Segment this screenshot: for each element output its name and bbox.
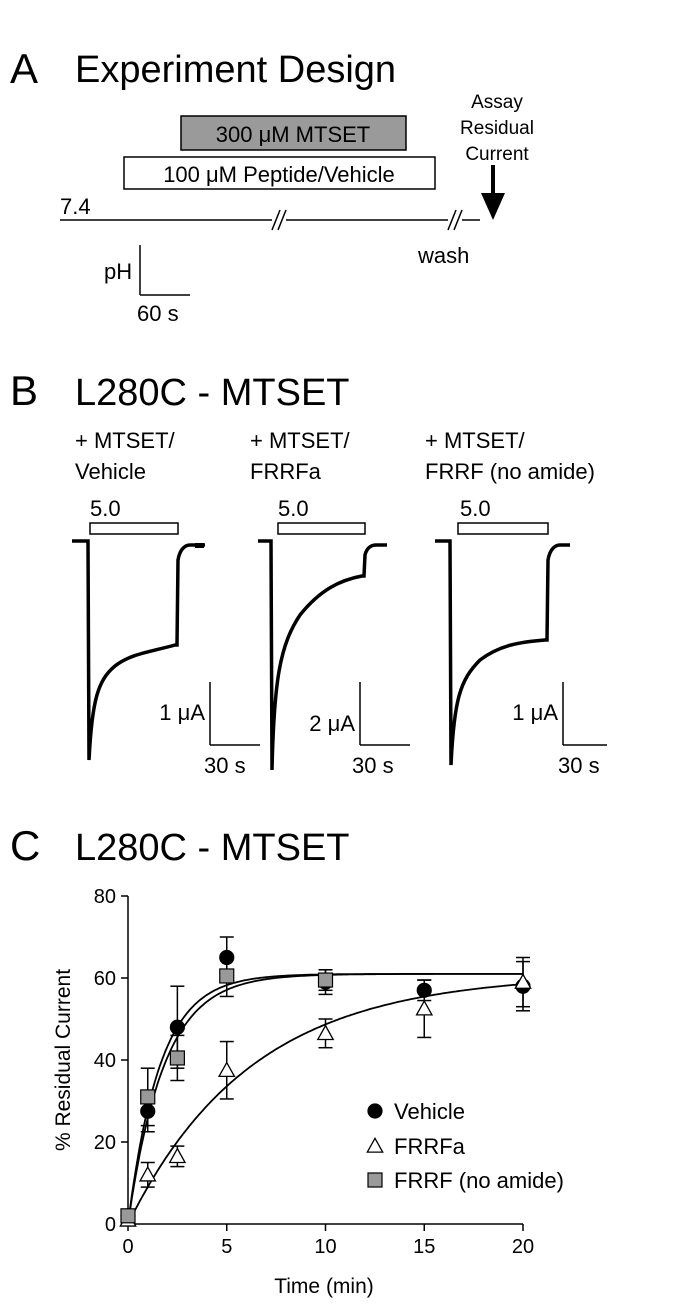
mtset-box bbox=[180, 115, 407, 151]
trace-label-line1: + MTSET/ bbox=[250, 428, 351, 453]
ph-pulse-label: 5.0 bbox=[278, 496, 309, 521]
chart-ticks: 0 5 10 15 20 0 20 40 60 80 bbox=[94, 886, 534, 1258]
time-scale-label: 30 s bbox=[204, 753, 246, 778]
panel-b: B L280C - MTSET + MTSET/ Vehicle 5.0 1 μ… bbox=[10, 367, 607, 778]
data-point bbox=[169, 1050, 185, 1066]
data-point bbox=[138, 1165, 157, 1182]
data-point bbox=[219, 968, 235, 984]
ph-time-scale-bar bbox=[139, 245, 190, 296]
current-trace bbox=[72, 539, 205, 761]
x-tick-label: 5 bbox=[221, 1236, 232, 1258]
ph-pulse-label: 5.0 bbox=[90, 496, 121, 521]
current-trace bbox=[435, 539, 570, 766]
time-scale-label: 30 s bbox=[352, 753, 394, 778]
y-tick-label: 40 bbox=[94, 1050, 116, 1072]
x-tick-label: 10 bbox=[314, 1236, 336, 1258]
current-trace bbox=[258, 539, 387, 771]
current-scale-label: 2 μA bbox=[309, 711, 355, 736]
panel-a-letter: A bbox=[10, 45, 38, 92]
trace-label-line2: FRRF (no amide) bbox=[425, 459, 595, 484]
trace-label-line1: + MTSET/ bbox=[75, 428, 176, 453]
peptide-box-label: 100 μM Peptide/Vehicle bbox=[163, 162, 395, 187]
data-point bbox=[169, 1019, 185, 1035]
ph-pulse-bar bbox=[277, 522, 366, 535]
assay-label-line2: Residual bbox=[460, 118, 534, 139]
data-point bbox=[317, 972, 334, 988]
assay-label-line1: Assay bbox=[471, 92, 523, 113]
trace-label-line2: Vehicle bbox=[75, 459, 146, 484]
trace-label-line1: + MTSET/ bbox=[425, 428, 526, 453]
chart-points bbox=[119, 936, 532, 1227]
ph-pulse-bar bbox=[457, 522, 549, 535]
current-scale-label: 1 μA bbox=[159, 700, 205, 725]
y-tick-label: 0 bbox=[105, 1214, 116, 1236]
legend-item: FRRFa bbox=[366, 1134, 466, 1159]
trace-frrf-no-amide: + MTSET/ FRRF (no amide) 5.0 1 μA 30 s bbox=[425, 428, 607, 778]
data-point bbox=[140, 1089, 156, 1105]
y-tick-label: 60 bbox=[94, 968, 116, 990]
axis-break-1 bbox=[271, 209, 287, 231]
panel-b-title: L280C - MTSET bbox=[75, 372, 350, 414]
trace-end bbox=[195, 543, 204, 548]
data-point bbox=[168, 1147, 187, 1164]
y-axis-label: % Residual Current bbox=[52, 969, 75, 1151]
data-point bbox=[514, 973, 532, 989]
panel-a: A Experiment Design 300 μM MTSET 100 μM … bbox=[10, 45, 534, 326]
mtset-box-label: 300 μM MTSET bbox=[216, 122, 370, 147]
data-point bbox=[316, 1024, 335, 1041]
trace-label-line2: FRRFa bbox=[250, 459, 322, 484]
legend-item: Vehicle bbox=[367, 1099, 465, 1124]
y-tick-label: 20 bbox=[94, 1132, 116, 1154]
wash-label: wash bbox=[417, 243, 469, 268]
data-point bbox=[120, 1208, 136, 1224]
data-point bbox=[366, 1136, 384, 1153]
peptide-box bbox=[123, 156, 436, 190]
legend-label: Vehicle bbox=[394, 1099, 465, 1124]
ph-value-label: 7.4 bbox=[60, 194, 91, 219]
time-scale-label: 30 s bbox=[558, 753, 600, 778]
data-point bbox=[217, 1061, 236, 1078]
assay-label-line3: Current bbox=[465, 144, 529, 165]
legend-item: FRRF (no amide) bbox=[367, 1168, 564, 1193]
x-tick-label: 0 bbox=[122, 1236, 133, 1258]
x-axis-label: Time (min) bbox=[274, 1275, 374, 1298]
trace-frrfa: + MTSET/ FRRFa 5.0 2 μA 30 s bbox=[250, 428, 410, 778]
scale-ph-label: pH bbox=[104, 259, 132, 284]
trace-vehicle: + MTSET/ Vehicle 5.0 1 μA 30 s bbox=[72, 428, 260, 778]
ph-pulse-bar bbox=[89, 522, 179, 535]
x-tick-label: 15 bbox=[413, 1236, 435, 1258]
ph-pulse-label: 5.0 bbox=[460, 496, 491, 521]
x-tick-label: 20 bbox=[512, 1236, 534, 1258]
current-scale-label: 1 μA bbox=[512, 700, 558, 725]
legend-label: FRRF (no amide) bbox=[394, 1168, 564, 1193]
assay-arrow bbox=[481, 165, 505, 220]
data-point bbox=[415, 999, 434, 1016]
panel-c-title: L280C - MTSET bbox=[75, 827, 350, 869]
panel-b-letter: B bbox=[10, 367, 38, 414]
panel-c-letter: C bbox=[10, 822, 40, 869]
y-tick-label: 80 bbox=[94, 886, 116, 908]
scale-time-label: 60 s bbox=[137, 301, 179, 326]
chart-legend: Vehicle FRRFa FRRF (no amide) bbox=[366, 1099, 564, 1193]
data-point bbox=[367, 1103, 383, 1119]
panel-a-title: Experiment Design bbox=[75, 49, 396, 91]
panel-c: C L280C - MTSET 0 5 10 15 20 0 20 40 60 80 Time (… bbox=[10, 822, 564, 1298]
series-square bbox=[120, 954, 334, 1224]
axis-break-2 bbox=[447, 209, 463, 231]
data-point bbox=[367, 1172, 383, 1188]
legend-label: FRRFa bbox=[394, 1134, 466, 1159]
